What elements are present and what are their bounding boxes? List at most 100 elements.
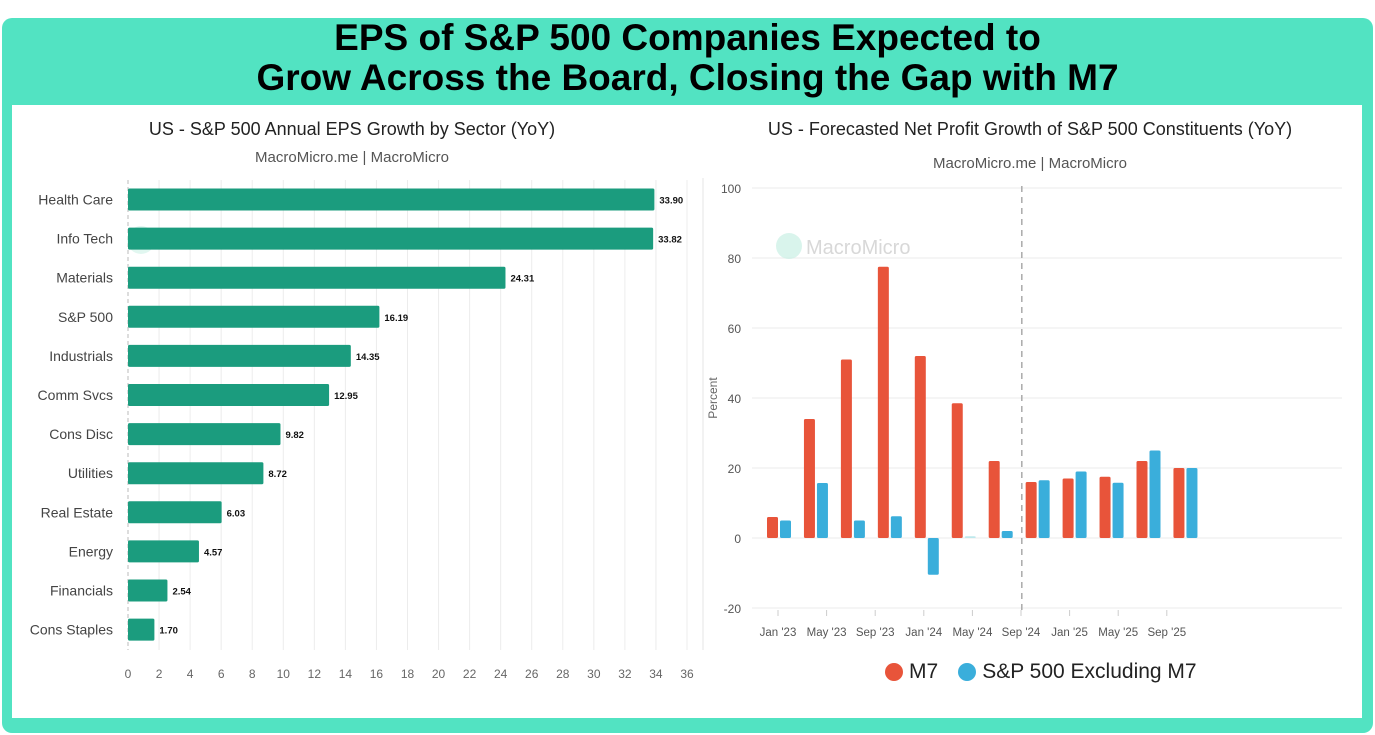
- bar-value-label: 24.31: [510, 274, 534, 285]
- legend-item-m7[interactable]: M7: [885, 660, 938, 684]
- bar-m7: [1136, 461, 1148, 538]
- x-tick-label: 32: [618, 667, 632, 681]
- y-tick-label: 0: [734, 532, 741, 546]
- bar: [128, 227, 654, 250]
- x-tick-label: 4: [187, 667, 194, 681]
- right-chart-title: US - Forecasted Net Profit Growth of S&P…: [767, 119, 1293, 139]
- y-category-label: Cons Staples: [30, 622, 113, 638]
- bar-m7: [951, 403, 963, 538]
- y-category-label: Health Care: [38, 192, 113, 208]
- x-tick-label: May '23: [807, 627, 847, 639]
- y-tick-label: 40: [728, 392, 742, 406]
- x-tick-label: Sep '25: [1147, 627, 1186, 639]
- bar-value-label: 6.03: [227, 508, 246, 519]
- x-tick-label: 12: [308, 667, 322, 681]
- bar-value-label: 33.82: [658, 235, 682, 246]
- bar-sp500-ex-m7: [1038, 480, 1050, 538]
- legend-dot-sp500-ex-m7: [958, 663, 977, 681]
- y-axis-label: Percent: [706, 377, 720, 419]
- x-tick-label: 18: [401, 667, 415, 681]
- headline: EPS of S&P 500 Companies Expected to Gro…: [0, 18, 1375, 98]
- bar-m7: [1099, 476, 1111, 538]
- x-tick-label: Jan '25: [1051, 627, 1088, 639]
- bar-sp500-ex-m7: [780, 520, 791, 538]
- bar-m7: [1025, 482, 1037, 538]
- bar-value-label: 8.72: [268, 469, 287, 480]
- bar: [128, 266, 506, 289]
- bar: [128, 618, 155, 641]
- legend-label-m7: M7: [909, 660, 939, 683]
- y-tick-label: 100: [721, 182, 741, 196]
- y-tick-label: -20: [724, 602, 742, 616]
- x-tick-label: 34: [649, 667, 663, 681]
- bar-m7: [1062, 478, 1074, 538]
- y-category-label: Energy: [69, 543, 113, 559]
- bar-m7: [767, 517, 778, 538]
- bar-m7: [1173, 468, 1185, 538]
- x-tick-label: May '25: [1098, 627, 1138, 639]
- headline-line-1: EPS of S&P 500 Companies Expected to: [334, 17, 1041, 58]
- x-tick-label: 0: [125, 667, 132, 681]
- bar-value-label: 1.70: [159, 626, 178, 637]
- bar-m7: [803, 419, 815, 538]
- bar-sp500-ex-m7: [1186, 468, 1198, 538]
- watermark-logo-icon: [776, 233, 802, 259]
- bar-m7: [914, 356, 926, 538]
- bar: [128, 501, 222, 524]
- x-tick-label: 10: [277, 667, 291, 681]
- y-category-label: Utilities: [68, 465, 113, 481]
- x-tick-label: 28: [556, 667, 570, 681]
- x-tick-label: Sep '24: [1002, 627, 1041, 639]
- x-tick-label: 8: [249, 667, 256, 681]
- x-tick-label: 36: [680, 667, 694, 681]
- legend-label-sp500-ex-m7: S&P 500 Excluding M7: [982, 660, 1197, 683]
- legend-dot-m7: [885, 663, 903, 681]
- bar-value-label: 4.57: [204, 547, 223, 558]
- y-tick-label: 80: [728, 252, 742, 266]
- headline-line-2: Grow Across the Board, Closing the Gap w…: [256, 57, 1119, 98]
- y-category-label: Financials: [50, 583, 113, 599]
- bar-value-label: 9.82: [285, 430, 304, 441]
- bar-sp500-ex-m7: [927, 538, 939, 575]
- bar: [128, 540, 199, 563]
- y-category-label: Materials: [56, 270, 113, 286]
- x-tick-label: 2: [156, 667, 163, 681]
- x-tick-label: 14: [339, 667, 353, 681]
- bar: [128, 305, 380, 328]
- y-category-label: Real Estate: [41, 504, 114, 520]
- bar: [128, 462, 264, 485]
- x-tick-label: May '24: [952, 627, 993, 639]
- bar-sp500-ex-m7: [964, 536, 976, 538]
- bar-value-label: 12.95: [334, 391, 358, 402]
- bar-m7: [840, 359, 852, 538]
- bar-sp500-ex-m7: [1001, 531, 1013, 538]
- y-tick-label: 60: [728, 322, 742, 336]
- bar-sp500-ex-m7: [890, 516, 902, 538]
- x-tick-label: Jan '23: [760, 627, 797, 639]
- x-tick-label: Jan '24: [905, 627, 942, 639]
- right-chart-legend: M7 S&P 500 Excluding M7: [885, 660, 1209, 684]
- bar: [128, 344, 351, 367]
- y-category-label: Comm Svcs: [38, 387, 113, 403]
- y-category-label: Industrials: [49, 348, 113, 364]
- bar-value-label: 2.54: [172, 587, 191, 598]
- x-tick-label: 24: [494, 667, 508, 681]
- x-tick-label: 26: [525, 667, 539, 681]
- bar: [128, 423, 281, 446]
- bar: [128, 579, 168, 602]
- y-tick-label: 20: [728, 462, 742, 476]
- right-chart-subtitle: MacroMicro.me | MacroMicro: [933, 155, 1127, 172]
- legend-item-sp500-ex-m7[interactable]: S&P 500 Excluding M7: [958, 660, 1197, 684]
- bar-sp500-ex-m7: [853, 520, 865, 538]
- bar: [128, 384, 330, 406]
- bar-sp500-ex-m7: [1112, 482, 1124, 538]
- x-tick-label: Sep '23: [856, 627, 895, 639]
- bar-m7: [877, 266, 889, 538]
- bar-value-label: 14.35: [356, 352, 380, 363]
- bar-sp500-ex-m7: [816, 483, 828, 538]
- bar-m7: [988, 461, 1000, 538]
- y-category-label: Cons Disc: [49, 426, 113, 442]
- y-category-label: S&P 500: [58, 309, 113, 325]
